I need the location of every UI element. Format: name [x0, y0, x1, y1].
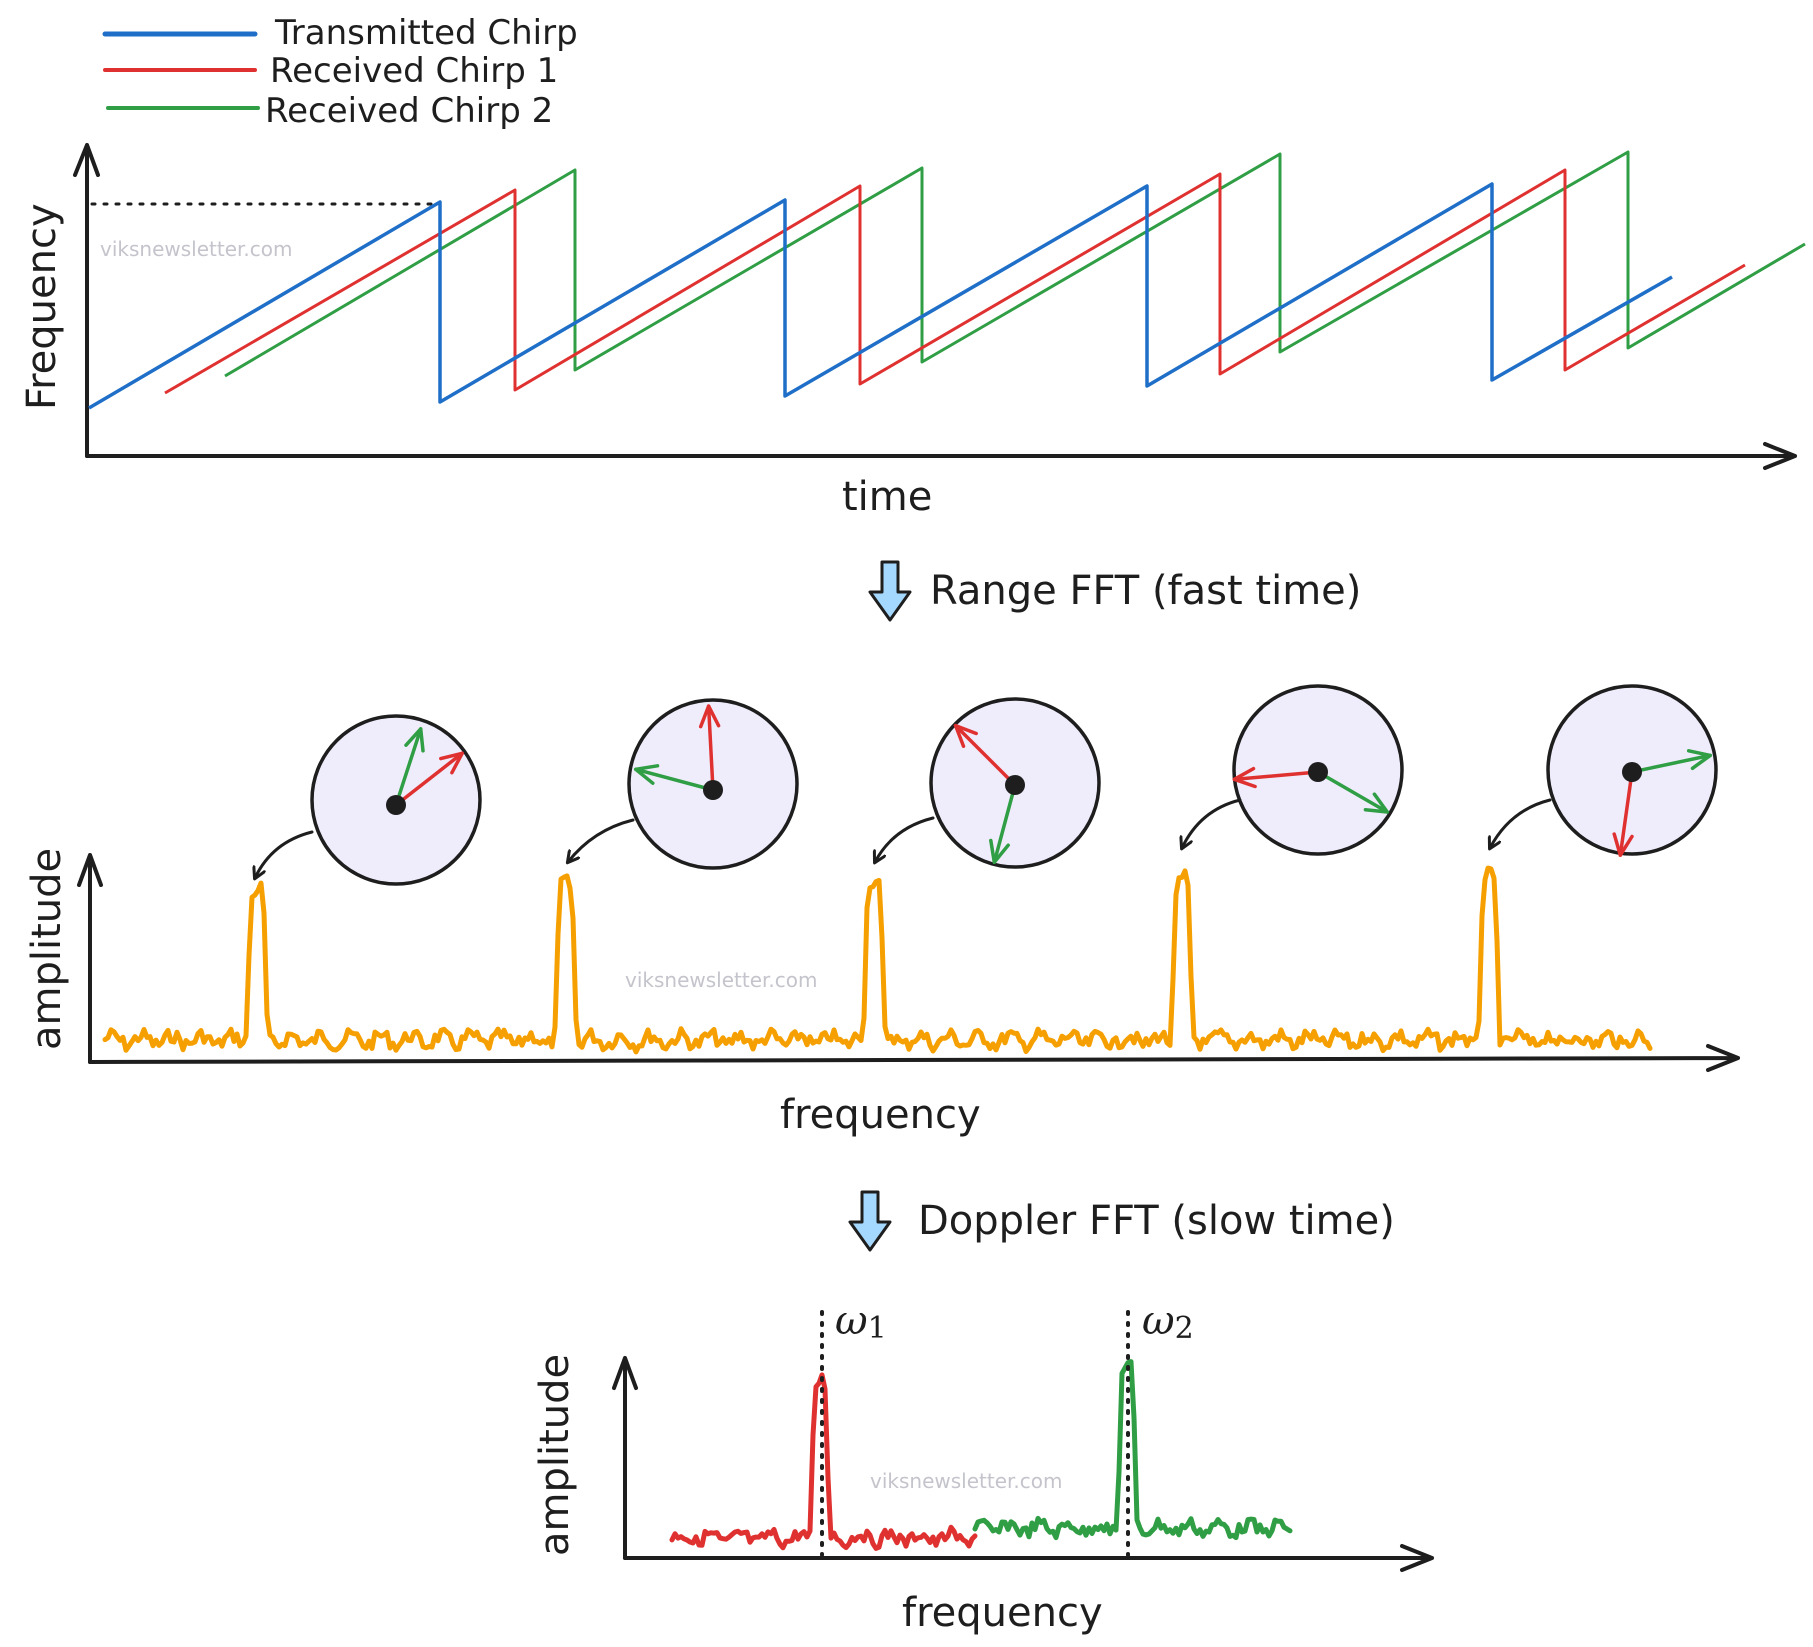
phasor-arrow-red-head [439, 751, 464, 775]
bottom-x-axis-label: frequency [902, 1590, 1103, 1636]
phasor-hub [1005, 775, 1025, 795]
down-arrow-icon [868, 560, 912, 622]
down-arrow-icon [848, 1190, 892, 1252]
watermark-bottom: viksnewsletter.com [870, 1469, 1062, 1493]
phasor-5 [1490, 684, 1718, 857]
legend-label-transmitted: Transmitted Chirp [274, 13, 578, 53]
phasor-arrow-green-shaft [633, 767, 715, 792]
bottom-y-axis-label: amplitude [532, 1354, 578, 1556]
step-doppler-fft: Doppler FFT (slow time) [848, 1190, 1395, 1252]
phasor-arrow-green-head [1363, 792, 1390, 814]
step-doppler-fft-label: Doppler FFT (slow time) [918, 1198, 1395, 1244]
phasor-arrow-green-shaft [1630, 753, 1713, 774]
middle-y-axis-label: amplitude [24, 848, 70, 1050]
peak-omega-2-label: ω2 [1142, 1298, 1194, 1346]
top-x-axis-label: time [842, 474, 932, 520]
legend: Transmitted Chirp Received Chirp 1 Recei… [102, 13, 578, 131]
phasor-arrow-green [989, 783, 1017, 865]
bottom-x-axis [623, 1544, 1434, 1572]
top-plot: Frequency time viksnewsletter.com [19, 143, 1806, 520]
bottom-plot: amplitude frequency viksnewsletter.com ω… [532, 1298, 1434, 1636]
phasor-arrow-red-head [953, 723, 978, 748]
phasor-arrow-red-shaft [394, 751, 464, 807]
phasor-arrow-green-head [404, 727, 425, 753]
middle-x-axis [88, 1044, 1740, 1072]
middle-plot: amplitude frequency viksnewsletter.com [24, 684, 1740, 1138]
top-y-axis [73, 143, 100, 458]
watermark-middle: viksnewsletter.com [625, 968, 817, 992]
phasor-2 [568, 698, 799, 870]
middle-x-axis-label: frequency [780, 1092, 981, 1138]
chirp-received-2 [224, 150, 1806, 378]
phasor-arrow-green [633, 764, 715, 792]
phasor-arrow-red [1612, 770, 1634, 857]
phasor-arrow-red-shaft [706, 704, 715, 792]
phasor-arrow-green [1630, 749, 1713, 774]
phasor-arrow-red [394, 751, 464, 807]
step-range-fft-label: Range FFT (fast time) [930, 568, 1361, 614]
callout-arrow [1490, 798, 1552, 848]
phasor-arrow-red-head [698, 704, 721, 729]
phasor-arrow-green [1316, 770, 1390, 814]
phasor-hub [1308, 762, 1328, 782]
callout-arrow [255, 830, 314, 878]
watermark-top: viksnewsletter.com [100, 237, 292, 261]
phasor-3 [875, 697, 1101, 869]
phasor-arrow-green-shaft [992, 783, 1017, 865]
step-range-fft: Range FFT (fast time) [868, 560, 1361, 622]
peak-omega-1-label: ω1 [835, 1298, 887, 1346]
legend-label-received1: Received Chirp 1 [270, 51, 558, 91]
callout-arrow [568, 818, 635, 862]
range-fft-spectrum [102, 865, 1653, 1055]
phasor-arrow-green-shaft [394, 727, 423, 807]
middle-y-axis [77, 853, 103, 1064]
phasor-arrow-green-head [1686, 749, 1713, 771]
legend-label-received2: Received Chirp 2 [265, 91, 553, 131]
phasor-group [255, 684, 1718, 886]
phasor-arrow-green-shaft [1316, 770, 1390, 814]
phasor-hub [703, 780, 723, 800]
callout-arrow [875, 816, 935, 862]
phasor-arrow-green-head [633, 764, 660, 785]
phasor-arrow-red-head [1232, 766, 1257, 789]
phasor-1 [255, 714, 482, 886]
phasor-arrow-red-shaft [1618, 770, 1634, 857]
doppler-spectrum-green [972, 1359, 1293, 1541]
chirp-transmitted [88, 182, 1673, 410]
chirp-received-1 [164, 168, 1746, 395]
callout-arrow [1182, 798, 1242, 848]
phasor-hub [1622, 762, 1642, 782]
phasor-4 [1182, 684, 1404, 856]
bottom-y-axis [612, 1356, 638, 1560]
phasor-arrow-red-shaft [953, 723, 1017, 787]
phasor-arrow-red [953, 723, 1017, 787]
phasor-arrow-green-head [989, 838, 1010, 865]
phasor-arrow-red [698, 704, 721, 792]
phasor-hub [386, 795, 406, 815]
phasor-arrow-red [1232, 766, 1320, 789]
doppler-spectrum-red [669, 1372, 978, 1551]
top-y-axis-label: Frequency [19, 203, 65, 410]
top-x-axis [85, 442, 1797, 470]
phasor-arrow-green [394, 727, 425, 807]
phasor-arrow-red-head [1612, 832, 1634, 857]
phasor-arrow-red-shaft [1232, 770, 1320, 782]
